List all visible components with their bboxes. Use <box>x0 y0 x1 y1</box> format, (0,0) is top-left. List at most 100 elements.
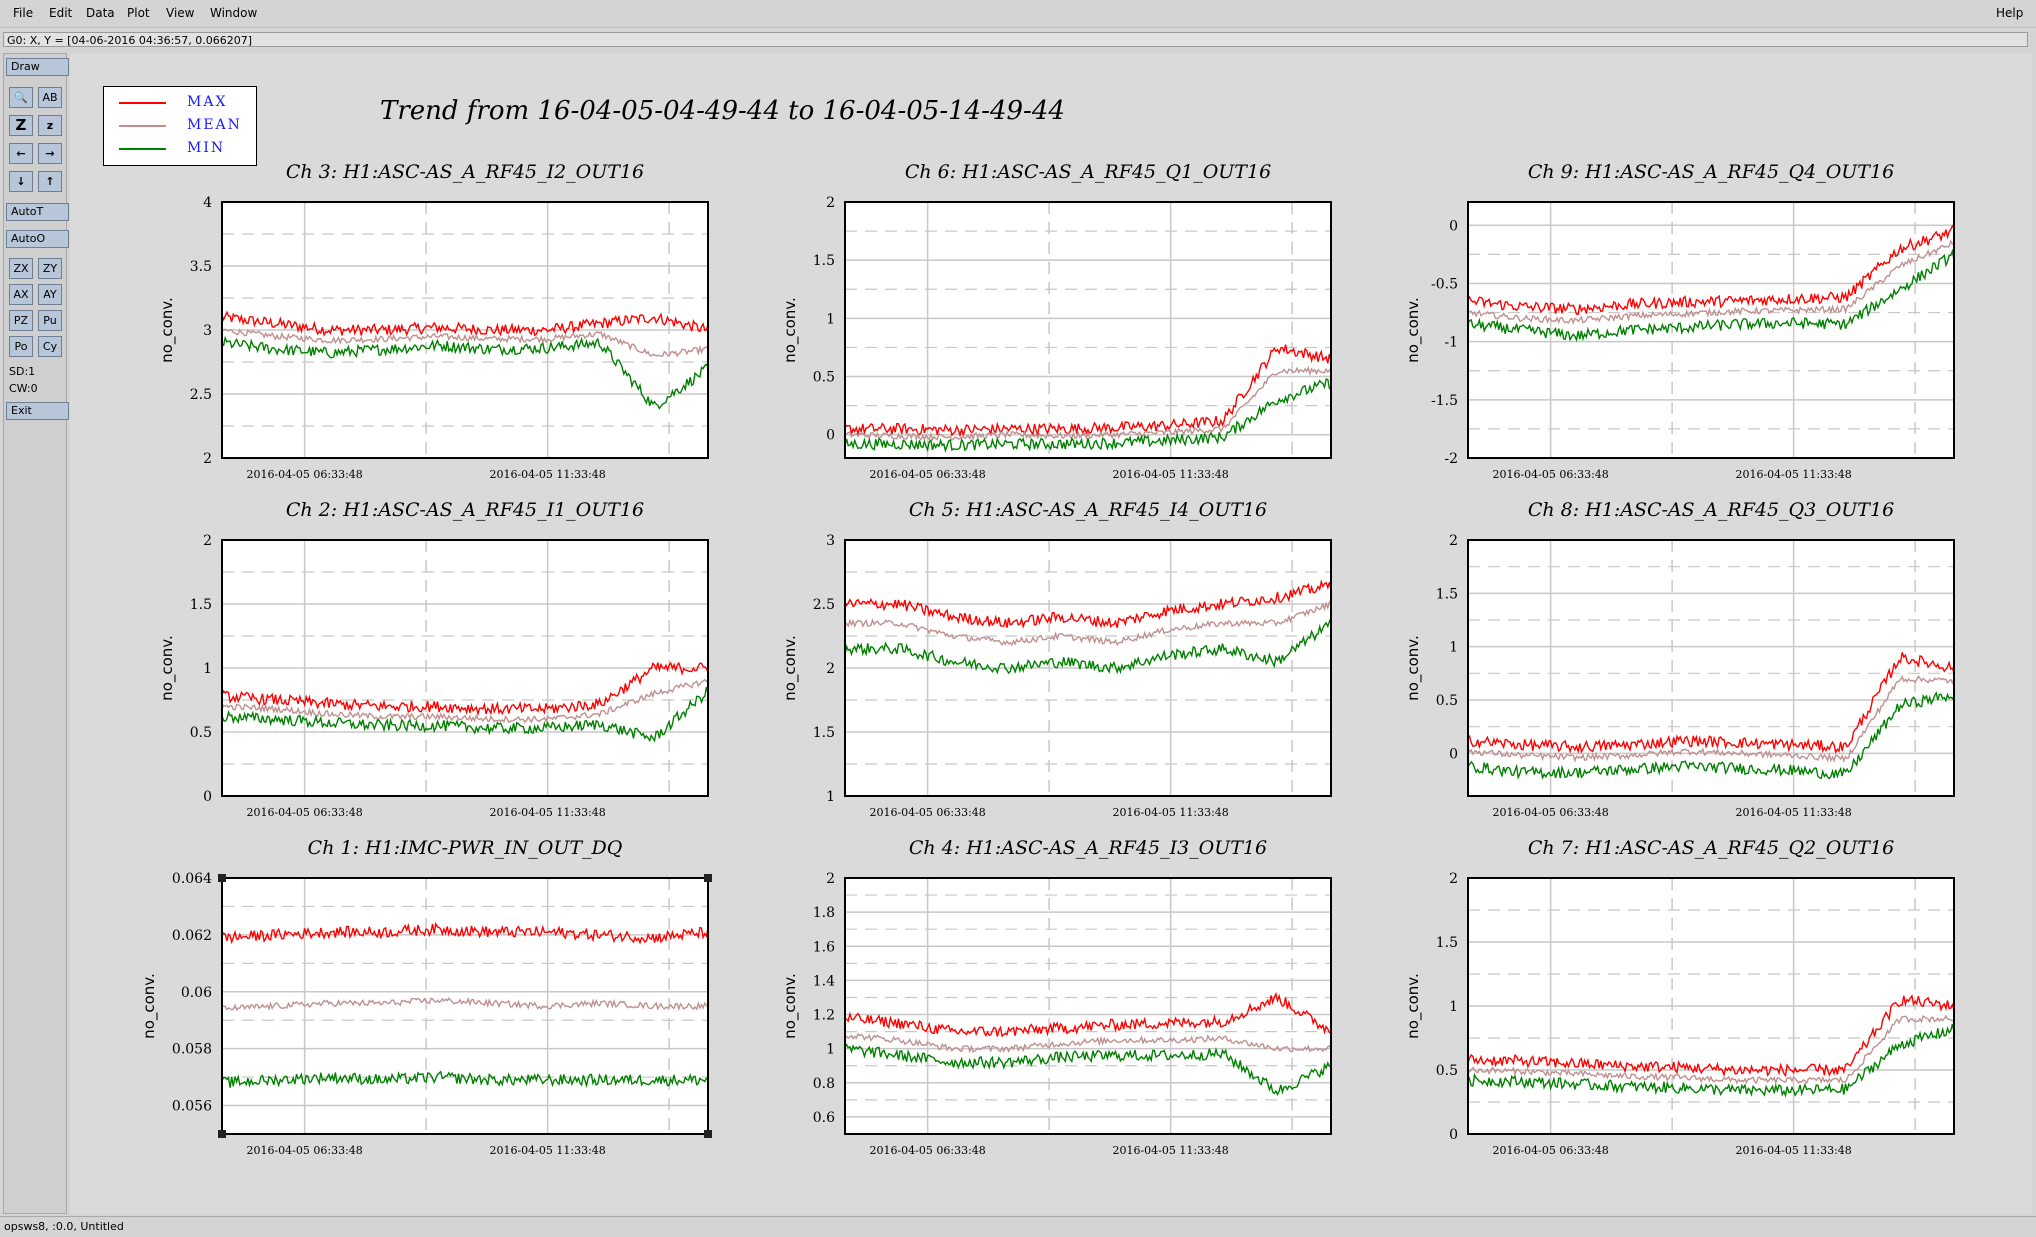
series-line-max <box>844 991 1332 1038</box>
y-tick-label: 1 <box>1449 999 1458 1015</box>
arrow-right-icon[interactable]: → <box>38 143 62 164</box>
x-tick-label: 2016-04-05 11:33:48 <box>1735 1144 1851 1157</box>
series-line-mean <box>222 996 709 1012</box>
y-tick-label: 1.6 <box>813 939 835 955</box>
y-axis-label: no_conv. <box>1404 973 1423 1039</box>
y-tick-label: 2.5 <box>190 387 212 403</box>
y-tick-label: 1.5 <box>1436 586 1458 602</box>
y-tick-label: 0 <box>203 789 212 805</box>
menu-view[interactable]: View <box>166 6 195 20</box>
y-tick-label: 4 <box>203 195 212 211</box>
y-tick-label: 0.056 <box>172 1099 212 1115</box>
arrow-left-icon[interactable]: ← <box>9 143 33 164</box>
plot-frame <box>844 201 1332 459</box>
x-tick-label: 2016-04-05 06:33:48 <box>1492 1144 1608 1157</box>
zx-button[interactable]: ZX <box>9 258 33 279</box>
series-line-min <box>1467 248 1955 343</box>
series-line-min <box>221 1070 709 1089</box>
series-line-min <box>844 617 1332 675</box>
y-tick-label: 3 <box>826 533 835 549</box>
y-tick-label: 2 <box>1449 871 1458 887</box>
y-tick-label: -1.5 <box>1431 393 1458 409</box>
y-tick-label: 0.06 <box>181 985 212 1001</box>
menu-help[interactable]: Help <box>1996 6 2024 20</box>
y-axis-label: no_conv. <box>781 973 800 1039</box>
y-axis-label: no_conv. <box>781 297 800 363</box>
autot-button[interactable]: AutoT <box>6 203 69 221</box>
y-tick-label: 1.2 <box>813 1008 835 1024</box>
zoom-z-icon[interactable]: Z <box>9 115 33 136</box>
series-line-max <box>221 921 709 945</box>
y-tick-label: 1.8 <box>813 905 835 921</box>
pu-button[interactable]: Pu <box>38 310 62 331</box>
chart-title: Ch 7: H1:ASC-AS_A_RF45_Q2_OUT16 <box>1528 837 1894 859</box>
y-tick-label: 2 <box>203 533 212 549</box>
y-tick-label: 1 <box>203 661 212 677</box>
series-line-max <box>844 579 1332 630</box>
y-tick-label: 0 <box>826 428 835 444</box>
y-tick-label: 1.5 <box>813 725 835 741</box>
plot-frame <box>1467 877 1955 1135</box>
menu-edit[interactable]: Edit <box>49 6 73 20</box>
y-axis-label: no_conv. <box>1404 635 1423 701</box>
x-tick-label: 2016-04-05 06:33:48 <box>869 468 985 481</box>
arrow-up-icon[interactable]: ↑ <box>38 171 62 192</box>
y-axis-label: no_conv. <box>1404 297 1423 363</box>
series-line-mean <box>221 328 709 358</box>
selection-handle <box>704 874 712 882</box>
series-line-mean <box>844 1032 1332 1054</box>
menu-window[interactable]: Window <box>210 6 258 20</box>
x-tick-label: 2016-04-05 06:33:48 <box>869 806 985 819</box>
ax-button[interactable]: AX <box>9 284 33 305</box>
x-tick-label: 2016-04-05 06:33:48 <box>1492 806 1608 819</box>
chart-title: Ch 3: H1:ASC-AS_A_RF45_I2_OUT16 <box>286 161 644 183</box>
zoom-z-small-icon[interactable]: z <box>38 115 62 136</box>
y-axis-label: no_conv. <box>158 635 177 701</box>
series-line-min <box>221 686 709 743</box>
series-line-mean <box>1467 239 1955 325</box>
y-tick-label: 1.5 <box>190 597 212 613</box>
plot-frame <box>844 877 1332 1135</box>
zy-button[interactable]: ZY <box>38 258 62 279</box>
chart-panel: 0 0.5 1 1.5 2 2016-04-05 06:33:48 2016-04-05 1… <box>1404 837 1955 1157</box>
x-tick-label: 2016-04-05 11:33:48 <box>489 468 605 481</box>
y-tick-label: 0.5 <box>1436 1063 1458 1079</box>
autoo-button[interactable]: AutoO <box>6 230 69 248</box>
plot-background <box>1468 202 1954 458</box>
x-tick-label: 2016-04-05 11:33:48 <box>1112 1144 1228 1157</box>
text-label-icon[interactable]: AB <box>38 87 62 108</box>
pz-button[interactable]: PZ <box>9 310 33 331</box>
y-tick-label: 0.064 <box>172 871 212 887</box>
series-line-max <box>1467 652 1955 755</box>
x-tick-label: 2016-04-05 11:33:48 <box>1112 806 1228 819</box>
draw-button[interactable]: Draw <box>6 58 69 76</box>
arrow-down-icon[interactable]: ↓ <box>9 171 33 192</box>
chart-panel: 0 0.5 1 1.5 2 2016-04-05 06:33:48 2016-04-05 1… <box>1404 499 1955 819</box>
y-tick-label: 0.058 <box>172 1042 212 1058</box>
x-tick-label: 2016-04-05 06:33:48 <box>246 468 362 481</box>
menu-data[interactable]: Data <box>86 6 115 20</box>
magnify-icon[interactable]: 🔍 <box>9 87 33 108</box>
y-tick-label: 0 <box>1449 746 1458 762</box>
y-tick-label: 3.5 <box>190 259 212 275</box>
series-line-mean <box>1467 1014 1955 1086</box>
menu-plot[interactable]: Plot <box>127 6 150 20</box>
po-button[interactable]: Po <box>9 336 33 357</box>
cy-button[interactable]: Cy <box>38 336 62 357</box>
y-tick-label: 1 <box>1449 640 1458 656</box>
legend-mean-swatch <box>119 125 166 127</box>
selection-handle <box>218 1130 226 1138</box>
y-tick-label: 0.5 <box>190 725 212 741</box>
series-line-max <box>221 310 709 338</box>
chart-panel: 0 0.5 1 1.5 2 2016-04-05 06:33:48 2016-04-05 1… <box>158 499 709 819</box>
y-tick-label: 1 <box>826 789 835 805</box>
coordinate-readout: G0: X, Y = [04-06-2016 04:36:57, 0.06620… <box>3 32 2028 47</box>
legend: MAX MEAN MIN <box>103 86 257 166</box>
plot-background <box>845 202 1331 458</box>
chart-panel: 0.056 0.058 0.06 0.062 0.064 2016-04-05 06:33… <box>140 837 709 1157</box>
plot-frame <box>221 877 709 1135</box>
menu-file[interactable]: File <box>13 6 34 20</box>
ay-button[interactable]: AY <box>38 284 62 305</box>
main-title: Trend from 16-04-05-04-49-44 to 16-04-05… <box>380 96 1065 126</box>
exit-button[interactable]: Exit <box>6 402 69 420</box>
